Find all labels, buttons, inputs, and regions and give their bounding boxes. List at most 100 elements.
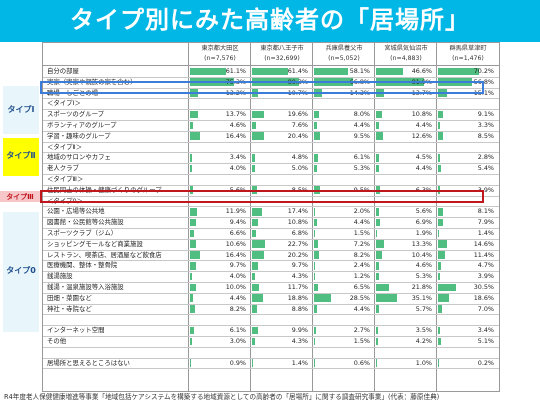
value-cell: 35.1% [375,293,436,304]
column-n: (n=7,576) [204,55,236,62]
value-cell: 10.8% [251,217,312,228]
value-text: 13.3% [411,239,432,248]
value-text: 3.5% [415,326,432,335]
value-text: 4.0% [229,164,246,173]
value-text: 9.7% [229,261,246,270]
row-divider [43,195,499,197]
row-label: 公園・広場等公共地 [47,207,105,216]
value-bar [438,251,445,259]
value-cell: 6.9% [375,217,436,228]
value-bar [376,164,379,173]
type1-tag: タイプⅠ [7,105,35,114]
row-label: インターネット空間 [47,326,105,335]
value-text: 70.2% [473,67,494,75]
row-divider [43,217,499,219]
value-text: 1.9% [415,229,432,237]
value-cell: 3.9% [437,271,498,282]
value-text: 18.8% [287,293,308,302]
value-bar [190,110,199,119]
row-label: 地域のサロンやカフェ [47,153,111,162]
row-label: 医療機関、整体・整骨院 [47,261,118,270]
value-bar [376,218,381,227]
value-cell: 2.0% [313,206,374,217]
value-text: 2.8% [477,153,494,162]
value-text: 20.4% [287,131,308,140]
column-header: 宮城県気仙沼市 (n=4,883) [375,43,437,65]
type3-tag: タイプⅢ [6,193,34,201]
value-cell: 6.5% [313,282,374,293]
value-text: 4.4% [229,293,246,302]
row-divider [43,271,499,273]
value-text: 8.5% [291,185,308,194]
value-bar [314,229,315,238]
value-text: 5.4% [477,164,494,173]
row-label: 神社・寺院など [47,304,92,313]
value-cell: 18.8% [251,293,312,304]
table-row [43,347,499,358]
value-cell: 4.8% [251,152,312,163]
value-cell: 10.8% [375,109,436,120]
value-cell: 9.7% [251,260,312,271]
value-bar [314,251,319,259]
value-bar [190,218,196,227]
value-text: 4.0% [229,272,246,281]
value-text: 5.1% [477,337,494,345]
value-bar [376,261,379,270]
row-divider [43,152,499,154]
value-cell: 9.5% [313,131,374,142]
value-cell: 61.1% [189,66,250,77]
value-text: 7.9% [477,218,494,227]
table-row: スポーツのグループ 13.7% 19.6% 8.0% 10.8% 9.1% [43,109,499,120]
value-bar [376,207,380,216]
value-bar [190,121,193,130]
value-text: 5.3% [353,164,370,173]
value-text: 3.4% [477,326,494,335]
value-bar [314,207,316,216]
value-bar [438,153,440,162]
table-row: レストラン、喫茶店、居酒屋など飲食店 16.4% 20.2% 8.2% 10.4% 11.… [43,250,499,261]
column-name: 東京都大田区 [201,45,239,52]
value-cell: 4.4% [313,304,374,315]
value-bar [438,218,443,227]
value-text: 1.2% [353,272,370,281]
value-text: 1.5% [353,337,370,345]
value-text: 5.3% [415,272,432,281]
row-divider [43,130,499,132]
value-text: 4.4% [353,218,370,227]
value-bar [376,121,379,130]
value-cell: 9.9% [251,325,312,336]
row-divider [43,336,499,337]
value-bar [252,272,255,281]
row-label: 住民同士の体操・健康づくりのグループ [47,185,162,194]
value-text: 4.4% [353,304,370,313]
value-text: 4.7% [477,261,494,270]
row-label: レストラン、喫茶店、居酒屋など飲食店 [47,250,162,259]
value-text: 5.6% [229,185,246,194]
value-bar [314,110,319,119]
row-divider [43,303,499,305]
value-cell: 7.2% [313,239,374,250]
value-bar [252,294,264,303]
row-label: 銭湯施設 [47,272,73,281]
row-label: ＜タイプⅢ＞ [47,175,84,183]
type3-tag-bg [0,191,40,202]
table-row: 居場所と思えるところはない 0.9% 1.4% 0.6% 1.0% 0.2% [43,358,499,369]
value-bar [438,240,447,249]
value-text: 0.9% [229,358,246,367]
value-bar [314,261,316,270]
value-text: 8.2% [353,250,370,259]
value-text: 5.0% [291,164,308,173]
value-cell: 8.2% [189,304,250,315]
section-header-row: ＜タイプⅢ＞ [43,174,499,185]
table-row: ボランティアのグループ 4.6% 7.6% 4.4% 4.4% 3.3% [43,120,499,131]
value-bar [252,207,263,216]
value-bar [376,272,380,281]
value-bar [314,218,317,227]
value-text: 30.5% [473,283,494,291]
value-bar [314,337,315,346]
value-cell: 4.5% [375,152,436,163]
value-bar [252,305,258,313]
value-cell: 1.0% [375,358,436,369]
value-cell: 5.0% [251,163,312,174]
value-cell: 6.1% [189,325,250,336]
